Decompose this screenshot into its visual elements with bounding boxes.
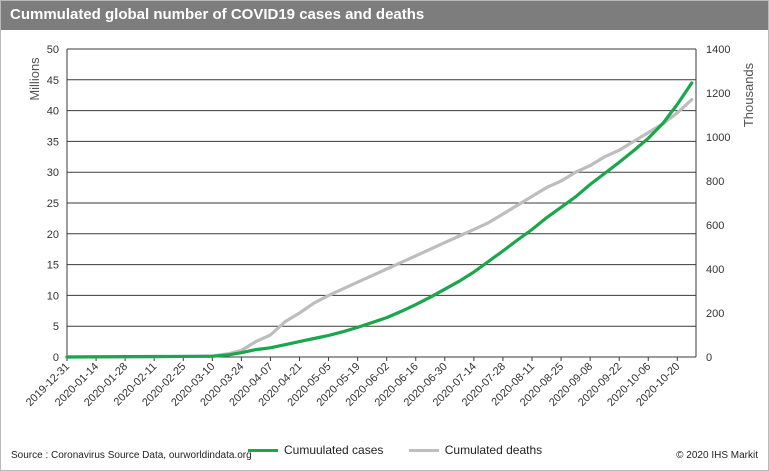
legend-swatch-deaths	[408, 449, 439, 453]
y-left-tick-label: 40	[47, 106, 59, 118]
gridlines	[66, 48, 697, 358]
y-right-tick-label: 800	[706, 176, 724, 188]
series-lines	[65, 81, 694, 359]
right-axis-ticks: 0 200 400 600 800 1000 1200 1400	[706, 44, 730, 364]
x-axis-ticks: 2019-12-312020-01-142020-01-282020-02-11…	[24, 357, 682, 409]
title-bar: Cummulated global number of COVID19 case…	[1, 1, 768, 30]
source-note: Source : Coronavirus Source Data, ourwor…	[11, 450, 252, 461]
y-right-tick-label: 200	[706, 308, 724, 320]
footer: Source : Coronavirus Source Data, ourwor…	[1, 447, 768, 465]
y-right-tick-label: 400	[706, 264, 724, 276]
legend-label-deaths: Cumulated deaths	[444, 443, 543, 457]
legend-item-deaths: Cumulated deaths	[408, 443, 543, 457]
legend-item-cases: Cumuulated cases	[248, 443, 383, 457]
y-axis-left-title: Millions	[27, 57, 42, 101]
y-right-tick-label: 600	[706, 220, 724, 232]
series-line-cases	[65, 81, 694, 359]
y-right-tick-label: 0	[706, 352, 712, 364]
series-line-deaths	[65, 97, 694, 359]
y-axis-right-title: Thousands	[741, 62, 756, 127]
y-left-tick-label: 30	[47, 167, 59, 179]
chart-svg: 0 5 10 15 20 25 30 35 40 45 50 0 200 400 600 800 1000 12…	[24, 44, 756, 409]
y-left-tick-label: 0	[53, 352, 59, 364]
chart-title: Cummulated global number of COVID19 case…	[10, 6, 425, 23]
y-left-tick-label: 50	[47, 44, 59, 56]
legend-label-cases: Cumuulated cases	[284, 443, 384, 457]
copyright-note: © 2020 IHS Markit	[676, 450, 758, 461]
y-left-tick-label: 5	[53, 321, 59, 333]
legend: Cumuulated cases Cumulated deaths	[248, 443, 564, 457]
y-left-tick-label: 10	[47, 290, 59, 302]
y-left-tick-label: 35	[47, 136, 59, 148]
left-axis-ticks: 0 5 10 15 20 25 30 35 40 45 50	[47, 44, 59, 364]
y-right-tick-label: 1400	[706, 44, 730, 56]
legend-swatch-cases	[248, 449, 278, 453]
y-left-tick-label: 15	[47, 260, 59, 272]
y-left-tick-label: 20	[47, 229, 59, 241]
y-right-tick-label: 1200	[706, 88, 730, 100]
y-right-tick-label: 1000	[706, 132, 730, 144]
y-left-tick-label: 45	[47, 75, 59, 87]
y-left-tick-label: 25	[47, 198, 59, 210]
